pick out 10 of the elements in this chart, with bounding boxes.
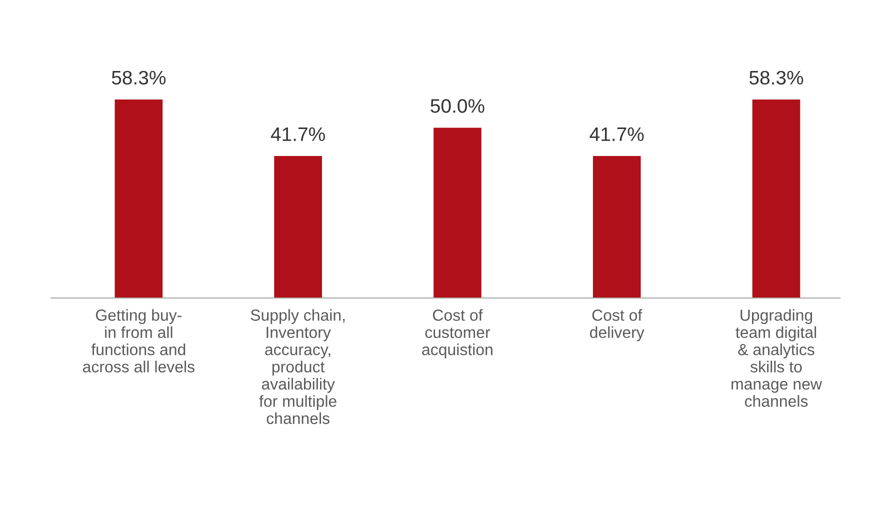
data-label: 58.3% [749,70,804,85]
x-tick-label: Cost of customer acquistion [422,309,492,358]
x-tick-label: Cost of delivery [590,309,644,342]
data-label: 50.0% [430,99,484,113]
x-tick-label: Supply chain, Inventory accuracy, product availability for multiple channels [250,309,345,424]
data-label: 58.3% [112,70,166,85]
x-tick-label: Upgrading team digital & analytics skills to manage new channels [732,309,822,407]
data-label: 41.7% [590,127,644,142]
x-tick-label: Getting buy- in from all functions and across all levels [82,309,194,372]
data-label: 41.7% [270,127,325,142]
